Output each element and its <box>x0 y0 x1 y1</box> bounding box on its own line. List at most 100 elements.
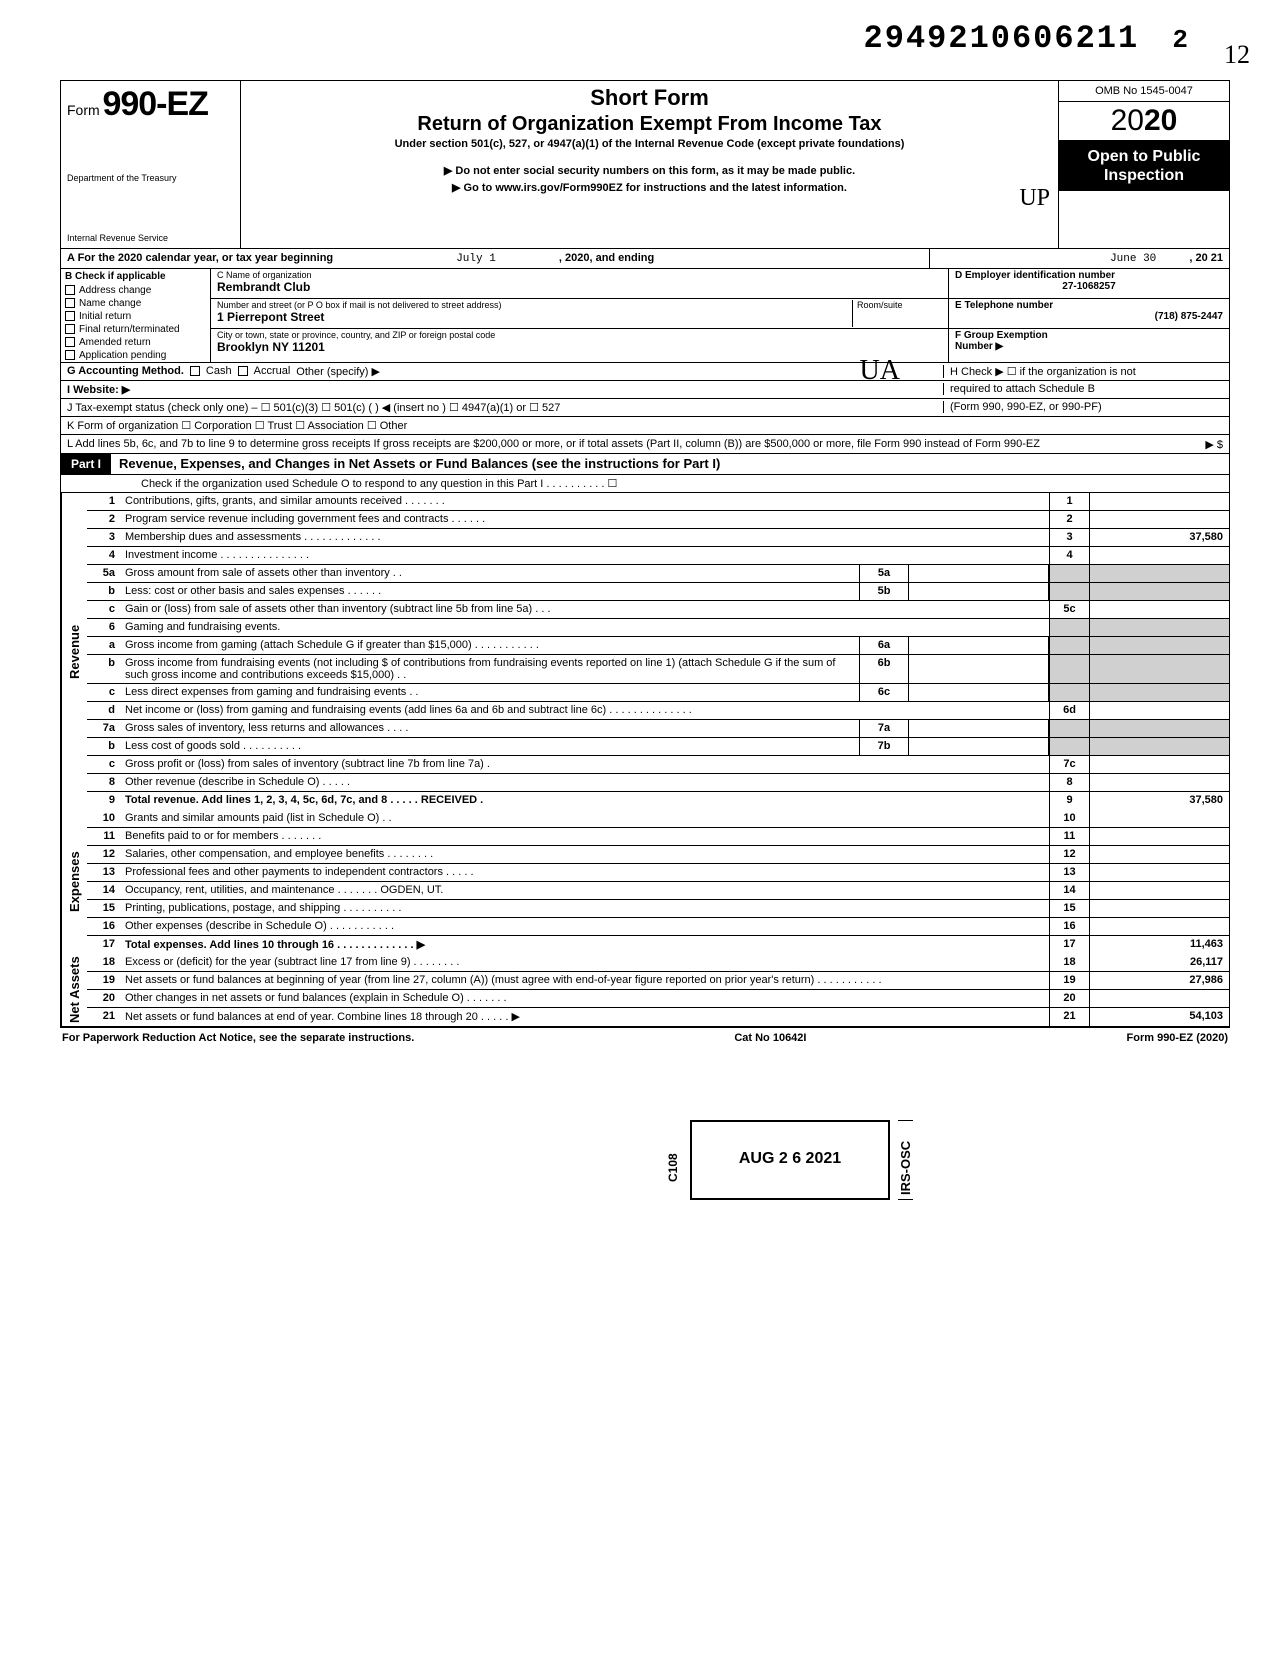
line-desc: Grants and similar amounts paid (list in… <box>121 810 1049 827</box>
row-a-begin: July 1 <box>456 253 496 265</box>
right-line-number: 3 <box>1049 529 1089 546</box>
mid-line-value <box>909 655 1049 683</box>
right-line-amount <box>1089 756 1229 773</box>
table-row: 12Salaries, other compensation, and empl… <box>87 846 1229 864</box>
line-desc: Less: cost or other basis and sales expe… <box>121 583 859 600</box>
row-a-label: A For the 2020 calendar year, or tax yea… <box>67 252 333 264</box>
org-name-value: Rembrandt Club <box>217 280 942 294</box>
received-stamp: AUG 2 6 2021 <box>690 1120 890 1200</box>
right-line-amount <box>1089 990 1229 1007</box>
mid-line-number: 6b <box>859 655 909 683</box>
right-line-amount <box>1089 828 1229 845</box>
right-line-number: 2 <box>1049 511 1089 528</box>
ein-value: 27-1068257 <box>955 281 1223 292</box>
return-title: Return of Organization Exempt From Incom… <box>249 113 1050 136</box>
right-line-number: 16 <box>1049 918 1089 935</box>
grp-label: F Group Exemption <box>955 330 1048 341</box>
tel-label: E Telephone number <box>955 300 1223 311</box>
right-line-number: 21 <box>1049 1008 1089 1026</box>
table-row: 4Investment income . . . . . . . . . . .… <box>87 547 1229 565</box>
chk-amended[interactable]: Amended return <box>61 336 210 349</box>
row-a-end-year: , 20 21 <box>1189 252 1223 264</box>
right-line-amount <box>1089 493 1229 510</box>
line-number: 3 <box>87 529 121 546</box>
col-b: B Check if applicable Address change Nam… <box>61 269 211 362</box>
right-line-amount <box>1089 864 1229 881</box>
line-desc: Gross income from fundraising events (no… <box>121 655 859 683</box>
line-desc: Less cost of goods sold . . . . . . . . … <box>121 738 859 755</box>
line-desc: Net assets or fund balances at beginning… <box>121 972 1049 989</box>
right-amt-shade <box>1089 655 1229 683</box>
right-num-shade <box>1049 738 1089 755</box>
row-h: H Check ▶ ☐ if the organization is not <box>943 365 1223 378</box>
right-num-shade <box>1049 619 1089 636</box>
chk-name[interactable]: Name change <box>61 297 210 310</box>
table-row: 17Total expenses. Add lines 10 through 1… <box>87 936 1229 954</box>
right-line-amount: 26,117 <box>1089 954 1229 971</box>
table-row: 8Other revenue (describe in Schedule O) … <box>87 774 1229 792</box>
line-number: 17 <box>87 936 121 954</box>
top-doc-number: 2949210606211 2 <box>864 20 1190 57</box>
ein-label: D Employer identification number <box>955 270 1223 281</box>
line-desc: Gain or (loss) from sale of assets other… <box>121 601 1049 618</box>
line-desc: Benefits paid to or for members . . . . … <box>121 828 1049 845</box>
table-row: 10Grants and similar amounts paid (list … <box>87 810 1229 828</box>
chk-address[interactable]: Address change <box>61 284 210 297</box>
mid-line-value <box>909 738 1049 755</box>
line-desc: Total expenses. Add lines 10 through 16 … <box>121 936 1049 954</box>
right-num-shade <box>1049 565 1089 582</box>
tel-value: (718) 875-2447 <box>955 311 1223 322</box>
right-line-amount <box>1089 900 1229 917</box>
open-line1: Open to Public <box>1063 147 1225 166</box>
right-line-amount <box>1089 547 1229 564</box>
line-number: 4 <box>87 547 121 564</box>
line-number: 16 <box>87 918 121 935</box>
part1-header: Part I Revenue, Expenses, and Changes in… <box>60 454 1230 475</box>
footer-right: Form 990-EZ (2020) <box>1127 1032 1228 1044</box>
table-row: 21Net assets or fund balances at end of … <box>87 1008 1229 1026</box>
mid-line-number: 7a <box>859 720 909 737</box>
line-desc: Total revenue. Add lines 1, 2, 3, 4, 5c,… <box>121 792 1049 810</box>
line-number: 7a <box>87 720 121 737</box>
city-label: City or town, state or province, country… <box>217 330 942 340</box>
right-amt-shade <box>1089 684 1229 701</box>
table-row: 18Excess or (deficit) for the year (subt… <box>87 954 1229 972</box>
mid-line-value <box>909 583 1049 600</box>
part1-title: Revenue, Expenses, and Changes in Net As… <box>111 456 720 471</box>
line-number: 15 <box>87 900 121 917</box>
col-b-header: B Check if applicable <box>61 269 210 284</box>
row-a-end-month: June 30 <box>1110 253 1156 265</box>
line-number: c <box>87 601 121 618</box>
right-amt-shade <box>1089 637 1229 654</box>
dept-irs: Internal Revenue Service <box>67 234 234 244</box>
line-desc: Contributions, gifts, grants, and simila… <box>121 493 1049 510</box>
chk-cash[interactable] <box>190 366 200 376</box>
line-desc: Excess or (deficit) for the year (subtra… <box>121 954 1049 971</box>
chk-initial[interactable]: Initial return <box>61 310 210 323</box>
row-g: G Accounting Method. Cash Accrual Other … <box>61 363 1229 381</box>
mid-line-number: 6c <box>859 684 909 701</box>
table-row: 6Gaming and fundraising events. <box>87 619 1229 637</box>
line-desc: Other changes in net assets or fund bala… <box>121 990 1049 1007</box>
c108-stamp: C108 <box>666 1132 680 1182</box>
table-row: bLess: cost or other basis and sales exp… <box>87 583 1229 601</box>
grp-label2: Number ▶ <box>955 341 1003 352</box>
table-row: cGain or (loss) from sale of assets othe… <box>87 601 1229 619</box>
chk-pending[interactable]: Application pending <box>61 349 210 362</box>
right-line-amount <box>1089 774 1229 791</box>
chk-accrual[interactable] <box>238 366 248 376</box>
row-a-text: A For the 2020 calendar year, or tax yea… <box>61 249 929 268</box>
table-row: cLess direct expenses from gaming and fu… <box>87 684 1229 702</box>
mid-line-number: 6a <box>859 637 909 654</box>
row-a-mid: , 2020, and ending <box>559 252 654 264</box>
ein-row: D Employer identification number 27-1068… <box>949 269 1229 299</box>
chk-final[interactable]: Final return/terminated <box>61 323 210 336</box>
right-line-amount <box>1089 511 1229 528</box>
footer: For Paperwork Reduction Act Notice, see … <box>60 1027 1230 1048</box>
line-number: 6 <box>87 619 121 636</box>
right-line-amount <box>1089 918 1229 935</box>
part1-sub-text: Check if the organization used Schedule … <box>141 477 617 490</box>
tel-row: E Telephone number (718) 875-2447 <box>949 299 1229 329</box>
right-line-number: 18 <box>1049 954 1089 971</box>
part1-sub: Check if the organization used Schedule … <box>60 475 1230 493</box>
